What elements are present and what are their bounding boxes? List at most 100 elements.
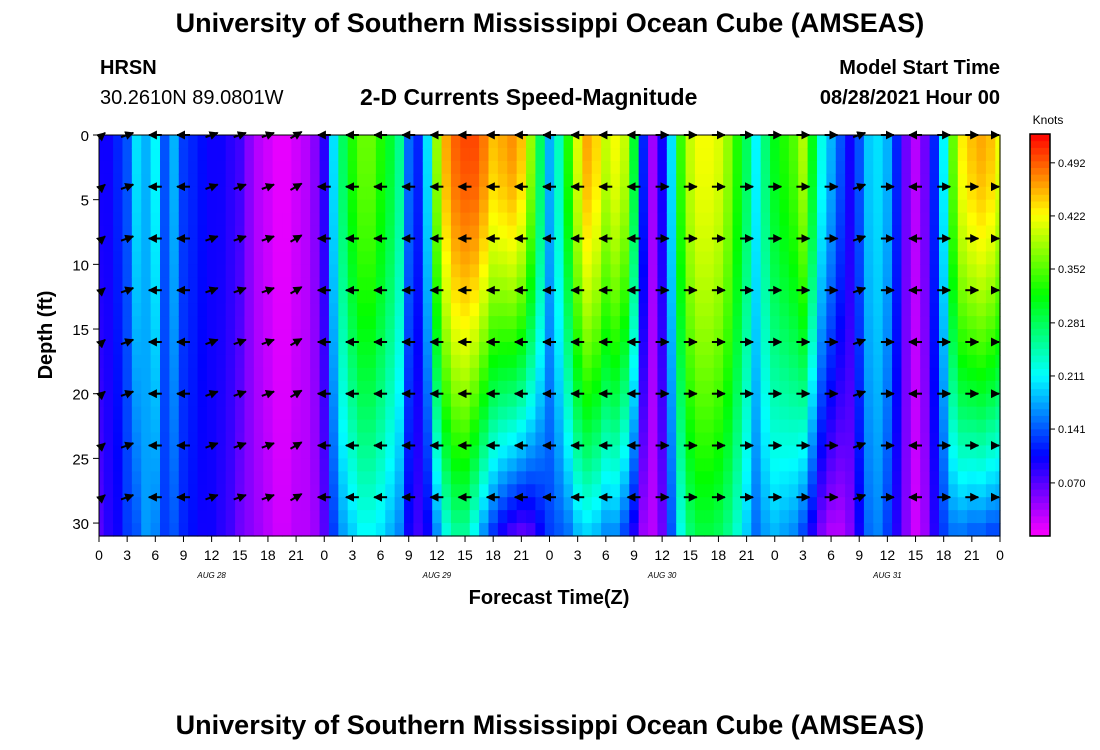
heatmap-cell [554,523,565,537]
heatmap-cell [450,277,461,291]
heatmap-cell [563,147,574,162]
heatmap-cell [845,393,856,408]
current-vector-arrow [96,235,106,245]
heatmap-cell [357,458,368,472]
heatmap-cell [544,432,555,447]
heatmap-cell [995,393,1001,408]
current-vector-arrow [261,493,275,502]
heatmap-cell [507,445,518,459]
heatmap-cell [601,510,612,524]
heatmap-cell [282,484,293,498]
heatmap-cell [357,160,368,175]
heatmap-cell [835,238,846,253]
heatmap-cell [131,380,142,395]
heatmap-cell [967,523,978,537]
heatmap-cell [216,303,227,317]
x-tick-label: 3 [799,547,807,563]
heatmap-cell [910,419,921,434]
heatmap-cell [244,432,255,447]
heatmap-cell [863,497,874,511]
heatmap-cell [272,316,283,330]
heatmap-cell [131,212,142,227]
heatmap-cell [638,471,649,485]
heatmap-cell [103,329,114,343]
heatmap-cell [835,367,846,382]
heatmap-cell [507,329,518,343]
heatmap-cell [479,432,490,447]
heatmap-cell [929,277,940,291]
heatmap-cell [385,135,396,149]
heatmap-cell [901,445,912,459]
heatmap-cell [141,458,152,472]
heatmap-cell [788,510,799,524]
heatmap-cell [516,445,527,459]
heatmap-cell [760,186,771,201]
heatmap-cell [638,445,649,459]
heatmap-cell [216,432,227,447]
heatmap-cell [479,303,490,317]
heatmap-cell [920,186,931,201]
heatmap-cell [300,510,311,524]
heatmap-cell [751,225,762,240]
heatmap-cell [938,303,949,317]
heatmap-cell [563,251,574,265]
heatmap-cell [938,316,949,330]
heatmap-cell [554,264,565,278]
heatmap-cell [488,471,499,485]
heatmap-cell [770,329,781,343]
colorbar-tick-label: 0.281 [1058,318,1086,330]
heatmap-cell [291,199,302,214]
heatmap-cell [197,484,208,498]
heatmap-cell [619,212,630,227]
heatmap-cell [141,419,152,434]
heatmap-cell [122,419,133,434]
heatmap-cell [901,135,912,149]
heatmap-cell [807,303,818,317]
colorbar-segment [1030,288,1050,296]
heatmap-cell [357,251,368,265]
heatmap-cell [601,147,612,162]
heatmap-cell [479,225,490,240]
heatmap-cell [798,147,809,162]
heatmap-cell [732,523,743,537]
heatmap-cell [816,160,827,175]
heatmap-cell [835,135,846,149]
heatmap-cell [282,510,293,524]
heatmap-cell [413,303,424,317]
heatmap-cell [892,510,903,524]
heatmap-cell [863,225,874,240]
heatmap-cell [188,341,199,356]
heatmap-cell [263,264,274,278]
heatmap-cell [798,251,809,265]
heatmap-cell [816,341,827,356]
heatmap-cell [310,445,321,459]
heatmap-cell [338,510,349,524]
heatmap-cell [582,277,593,291]
heatmap-cell [432,432,443,447]
heatmap-cell [150,432,161,447]
heatmap-cell [770,135,781,149]
heatmap-cell [892,199,903,214]
heatmap-cell [751,471,762,485]
heatmap-cell [554,135,565,149]
heatmap-cell [816,277,827,291]
heatmap-cell [929,186,940,201]
heatmap-cell [873,186,884,201]
heatmap-cell [263,173,274,188]
heatmap-cell [282,419,293,434]
heatmap-cell [413,510,424,524]
heatmap-cell [732,393,743,408]
heatmap-cell [113,225,124,240]
heatmap-cell [638,147,649,162]
heatmap-cell [938,277,949,291]
heatmap-cell [657,147,668,162]
heatmap-cell [835,186,846,201]
heatmap-cell [910,135,921,149]
heatmap-cell [779,186,790,201]
heatmap-cell [310,212,321,227]
heatmap-cell [432,354,443,369]
heatmap-cell [779,173,790,188]
heatmap-cell [863,329,874,343]
heatmap-cell [385,212,396,227]
heatmap-cell [648,354,659,369]
